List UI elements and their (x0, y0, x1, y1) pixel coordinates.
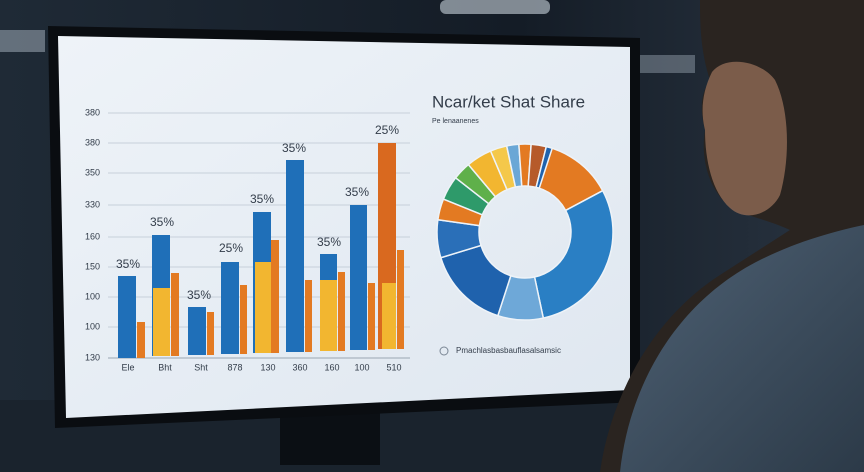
y-tick-label: 330 (85, 199, 100, 209)
y-tick-label: 380 (85, 107, 100, 117)
bar (221, 262, 239, 354)
bar (171, 273, 179, 356)
donut-segment (533, 189, 614, 319)
bar (338, 272, 345, 351)
x-tick-label: 510 (386, 362, 401, 372)
x-tick-label: 878 (227, 362, 242, 372)
bar (118, 276, 136, 358)
y-tick-label: 380 (85, 137, 100, 147)
x-tick-label: 360 (292, 362, 307, 372)
person-face (702, 61, 787, 216)
bar (382, 283, 396, 349)
x-tick-label: 130 (260, 362, 275, 372)
bar (368, 283, 375, 350)
donut-chart (436, 143, 614, 321)
y-tick-label: 100 (85, 321, 100, 331)
bar (320, 280, 337, 351)
bar (137, 322, 145, 358)
bar (188, 307, 206, 355)
bar-label: 35% (345, 185, 369, 199)
bar-label: 35% (282, 141, 306, 155)
bar-label: 25% (375, 123, 399, 137)
ceiling-light (440, 0, 550, 14)
caption-icon (439, 346, 449, 356)
bar (255, 262, 272, 353)
bar (240, 285, 247, 354)
y-tick-label: 160 (85, 231, 100, 241)
chart-title: Ncar/ket Shat Share (432, 92, 585, 111)
chart-subtitle: Pe lenaanenes (432, 118, 479, 125)
labels: 380 380 350 330 160 150 100 100 130 Ele Bht Sht 878 1… (85, 107, 402, 372)
y-tick-label: 130 (85, 352, 100, 362)
bar-label: 25% (219, 241, 243, 255)
bar (207, 312, 214, 355)
bar (350, 205, 367, 350)
bar (397, 250, 404, 349)
bar-label: 35% (150, 215, 174, 229)
bar (305, 280, 312, 352)
bar-label: 35% (187, 288, 211, 302)
bar (286, 160, 304, 352)
bar-label: 35% (250, 192, 274, 206)
bar-label: 35% (116, 257, 140, 271)
x-tick-label: Ele (121, 362, 134, 372)
donut-segment (535, 145, 554, 190)
bar-label: 35% (317, 235, 341, 249)
bar-chart (108, 112, 410, 359)
x-tick-label: Bht (158, 362, 172, 372)
y-tick-label: 100 (85, 291, 100, 301)
person-shoulder (620, 225, 864, 472)
caption: Pmachlasbasbauflasalsamsic (456, 346, 561, 355)
ceiling-light (0, 30, 45, 52)
x-tick-label: Sht (194, 362, 208, 372)
bar (153, 288, 170, 356)
x-tick-label: 100 (354, 362, 369, 372)
y-tick-label: 150 (85, 261, 100, 271)
bar (271, 240, 279, 353)
x-tick-label: 160 (324, 362, 339, 372)
y-tick-label: 350 (85, 167, 100, 177)
